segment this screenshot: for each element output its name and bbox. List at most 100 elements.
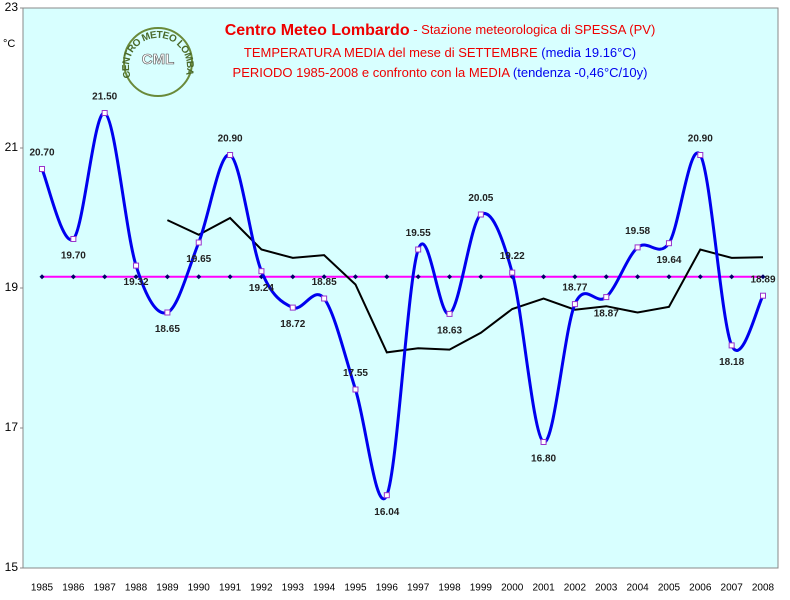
x-tick-label: 2000 — [501, 583, 524, 594]
x-tick-label: 2002 — [564, 583, 587, 594]
x-tick-label: 2005 — [658, 583, 681, 594]
point-marker — [634, 244, 641, 251]
data-label: 19.64 — [656, 255, 681, 266]
x-tick-label: 2001 — [532, 583, 555, 594]
mean-marker — [164, 274, 170, 280]
x-tick-label: 1994 — [313, 583, 336, 594]
data-label: 19.24 — [249, 283, 274, 294]
y-tick-label: 19 — [5, 280, 19, 294]
point-marker — [289, 304, 296, 311]
data-label: 19.70 — [61, 251, 86, 262]
point-marker — [697, 152, 704, 158]
mean-marker — [321, 274, 327, 280]
mean-marker — [290, 274, 296, 280]
point-marker — [665, 240, 672, 247]
chart-title: Centro Meteo Lombardo — [225, 22, 410, 39]
mean-marker — [760, 274, 766, 280]
series-line — [40, 111, 765, 501]
data-label: 18.85 — [312, 277, 337, 288]
mean-marker — [729, 274, 735, 280]
point-marker — [70, 236, 77, 242]
plot-area — [22, 7, 779, 569]
data-label: 19.55 — [406, 228, 431, 239]
data-label: 18.63 — [437, 326, 462, 337]
x-tick-label: 1998 — [438, 583, 461, 594]
mean-marker — [478, 274, 484, 280]
data-label: 19.32 — [124, 277, 149, 288]
point-marker — [446, 310, 453, 317]
x-tick-label: 2004 — [626, 583, 649, 594]
mean-marker — [697, 274, 703, 280]
x-tick-label: 1997 — [407, 583, 430, 594]
point-marker — [571, 301, 578, 308]
mean-marker — [635, 274, 641, 280]
series-line — [166, 216, 764, 354]
y-tick-label: 17 — [5, 420, 19, 434]
x-tick-label: 1992 — [250, 583, 273, 594]
mean-marker — [603, 274, 609, 280]
subtitle: PERIODO 1985-2008 e confronto con la MED… — [233, 65, 511, 80]
data-label: 19.58 — [625, 226, 650, 237]
point-marker — [133, 262, 140, 269]
subtitle-note: (tendenza -0,46°C/10y) — [509, 65, 647, 80]
x-tick-label: 1999 — [470, 583, 493, 594]
logo-initials: CML — [142, 51, 175, 68]
x-tick-label: 1987 — [94, 583, 117, 594]
data-label: 18.77 — [562, 283, 587, 294]
y-tick-label: 23 — [5, 0, 19, 14]
x-tick-label: 2008 — [752, 583, 775, 594]
data-label: 18.89 — [750, 274, 775, 285]
point-marker — [227, 152, 234, 158]
data-label: 18.87 — [594, 309, 619, 320]
point-marker — [352, 386, 359, 393]
subtitle: TEMPERATURA MEDIA del mese di SETTEMBRE — [244, 45, 538, 60]
x-tick-label: 2006 — [689, 583, 712, 594]
point-marker — [258, 268, 265, 275]
point-marker — [760, 292, 766, 299]
point-marker — [321, 295, 328, 302]
x-tick-label: 1996 — [376, 583, 399, 594]
data-label: 20.05 — [468, 193, 493, 204]
mean-marker — [39, 274, 45, 280]
point-marker — [383, 492, 390, 499]
x-tick-label: 1988 — [125, 583, 148, 594]
x-tick-label: 1989 — [156, 583, 179, 594]
point-marker — [603, 294, 610, 301]
point-marker — [477, 211, 484, 218]
mean-marker — [415, 274, 421, 280]
mean-marker — [352, 274, 358, 280]
mean-marker — [447, 274, 453, 280]
x-tick-label: 1990 — [188, 583, 211, 594]
point-marker — [195, 239, 202, 246]
data-label: 16.80 — [531, 454, 556, 465]
x-tick-label: 2007 — [721, 583, 744, 594]
subtitle-line: TEMPERATURA MEDIA del mese di SETTEMBRE … — [244, 45, 636, 60]
mean-marker — [572, 274, 578, 280]
point-marker — [415, 246, 422, 253]
data-label: 21.50 — [92, 92, 117, 103]
x-tick-label: 2003 — [595, 583, 618, 594]
data-label: 18.65 — [155, 324, 180, 335]
x-tick-label: 1993 — [282, 583, 305, 594]
point-marker — [39, 166, 45, 172]
mean-marker — [102, 274, 108, 280]
data-label: 16.04 — [374, 507, 399, 518]
mean-marker — [384, 274, 390, 280]
mean-marker — [133, 274, 139, 280]
subtitle-line: PERIODO 1985-2008 e confronto con la MED… — [233, 65, 648, 80]
point-marker — [101, 110, 108, 116]
x-tick-label: 1991 — [219, 583, 242, 594]
data-label: 19.65 — [186, 254, 211, 265]
y-tick-label: 15 — [5, 560, 19, 574]
point-marker — [728, 342, 735, 349]
mean-marker — [666, 274, 672, 280]
y-tick-label: 21 — [5, 140, 19, 154]
data-label: 18.72 — [280, 319, 305, 330]
data-label: 19.22 — [500, 251, 525, 262]
data-label: 18.18 — [719, 357, 744, 368]
data-label: 20.70 — [29, 148, 54, 159]
mean-marker — [227, 274, 233, 280]
point-marker — [164, 309, 171, 316]
title-line: Centro Meteo Lombardo - Stazione meteoro… — [225, 22, 656, 39]
